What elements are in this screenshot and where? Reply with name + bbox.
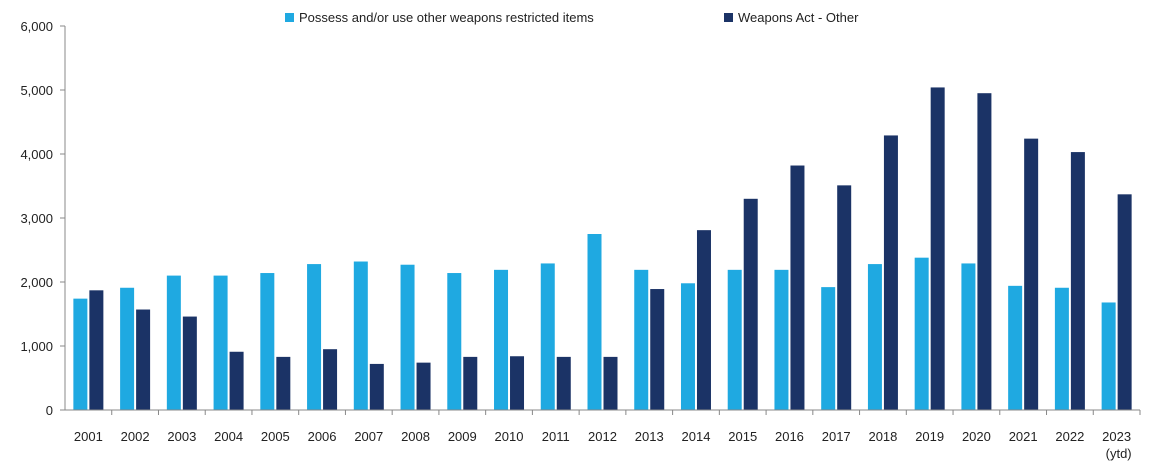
bar-possess-use-2013 <box>634 269 649 410</box>
x-tick-label: 2021 <box>1009 429 1038 444</box>
bar-possess-use-2016 <box>774 269 789 410</box>
bar-weapons-act-other-2013 <box>650 289 665 410</box>
bar-possess-use-2004 <box>213 275 228 410</box>
bar-possess-use-2011 <box>540 263 555 410</box>
bar-weapons-act-other-2002 <box>136 309 151 410</box>
legend-label-possess-use: Possess and/or use other weapons restric… <box>299 10 594 25</box>
bar-weapons-act-other-2006 <box>323 349 338 410</box>
bar-weapons-act-other-2023 <box>1117 194 1132 410</box>
bar-possess-use-2019 <box>914 257 929 410</box>
legend-swatch-weapons-act-other <box>724 13 733 22</box>
bar-weapons-act-other-2001 <box>89 290 104 410</box>
x-tick-label: 2016 <box>775 429 804 444</box>
x-tick-label: 2009 <box>448 429 477 444</box>
bar-possess-use-2017 <box>821 287 836 410</box>
x-tick-label: 2018 <box>868 429 897 444</box>
y-tick-label: 1,000 <box>20 339 53 354</box>
legend-label-weapons-act-other: Weapons Act - Other <box>738 10 859 25</box>
bar-weapons-act-other-2007 <box>369 363 384 410</box>
bar-possess-use-2023 <box>1101 302 1116 410</box>
bar-weapons-act-other-2016 <box>790 165 805 410</box>
x-tick-label: 2015 <box>728 429 757 444</box>
y-tick-label: 4,000 <box>20 147 53 162</box>
bar-weapons-act-other-2010 <box>510 356 525 410</box>
bar-possess-use-2003 <box>166 275 181 410</box>
bar-possess-use-2015 <box>727 269 742 410</box>
x-tick-label: 2010 <box>495 429 524 444</box>
bar-possess-use-2022 <box>1054 287 1069 410</box>
x-tick-label: 2012 <box>588 429 617 444</box>
bar-possess-use-2018 <box>867 264 882 410</box>
x-tick-label: 2001 <box>74 429 103 444</box>
y-tick-label: 5,000 <box>20 83 53 98</box>
x-tick-label: 2007 <box>354 429 383 444</box>
x-tick-label: 2013 <box>635 429 664 444</box>
bar-weapons-act-other-2004 <box>229 351 244 410</box>
x-axis: 2001 2002 2003 2004 2005 2006 2007 2008 2009 2010… <box>65 409 1141 461</box>
bar-possess-use-2021 <box>1008 285 1023 410</box>
x-tick-label: 2002 <box>121 429 150 444</box>
bar-possess-use-2012 <box>587 234 602 410</box>
bar-weapons-act-other-2017 <box>837 185 852 410</box>
x-tick-label: 2008 <box>401 429 430 444</box>
bar-possess-use-2002 <box>120 287 135 410</box>
bar-possess-use-2009 <box>447 273 462 410</box>
bar-weapons-act-other-2018 <box>883 135 898 410</box>
x-tick-label: 2006 <box>308 429 337 444</box>
x-tick-label: 2017 <box>822 429 851 444</box>
bar-possess-use-2014 <box>680 283 695 410</box>
bar-possess-use-2006 <box>307 264 322 410</box>
x-tick-label: 2004 <box>214 429 243 444</box>
chart-legend: Possess and/or use other weapons restric… <box>285 10 859 25</box>
y-axis: 0 1,000 2,000 3,000 4,000 5,000 6,000 <box>20 19 66 418</box>
y-tick-label: 2,000 <box>20 275 53 290</box>
x-tick-sublabel: (ytd) <box>1106 446 1132 461</box>
bar-weapons-act-other-2015 <box>743 198 758 410</box>
x-tick-label: 2019 <box>915 429 944 444</box>
bar-possess-use-2001 <box>73 298 88 410</box>
y-tick-label: 3,000 <box>20 211 53 226</box>
x-tick-label: 2011 <box>542 429 570 444</box>
bar-possess-use-2005 <box>260 273 275 410</box>
x-tick-label: 2020 <box>962 429 991 444</box>
x-tick-label: 2022 <box>1055 429 1084 444</box>
bar-weapons-act-other-2008 <box>416 362 431 410</box>
bar-weapons-act-other-2003 <box>182 316 197 410</box>
bar-weapons-act-other-2014 <box>696 230 711 410</box>
bar-weapons-act-other-2021 <box>1024 138 1039 410</box>
bar-weapons-act-other-2020 <box>977 93 992 410</box>
x-tick-label: 2023 <box>1102 429 1131 444</box>
bar-weapons-act-other-2005 <box>276 356 291 410</box>
bar-possess-use-2007 <box>353 261 368 410</box>
x-tick-label: 2014 <box>682 429 711 444</box>
bar-weapons-act-other-2019 <box>930 87 945 410</box>
bars <box>73 87 1132 410</box>
bar-weapons-act-other-2011 <box>556 356 571 410</box>
bar-weapons-act-other-2009 <box>463 356 478 410</box>
bar-weapons-act-other-2022 <box>1070 152 1085 410</box>
bar-possess-use-2008 <box>400 264 415 410</box>
x-tick-label: 2003 <box>167 429 196 444</box>
bar-possess-use-2010 <box>494 269 509 410</box>
bar-weapons-act-other-2012 <box>603 356 618 410</box>
x-tick-label: 2005 <box>261 429 290 444</box>
legend-swatch-possess-use <box>285 13 294 22</box>
bar-possess-use-2020 <box>961 263 976 410</box>
y-tick-label: 0 <box>46 403 53 418</box>
y-tick-label: 6,000 <box>20 19 53 34</box>
